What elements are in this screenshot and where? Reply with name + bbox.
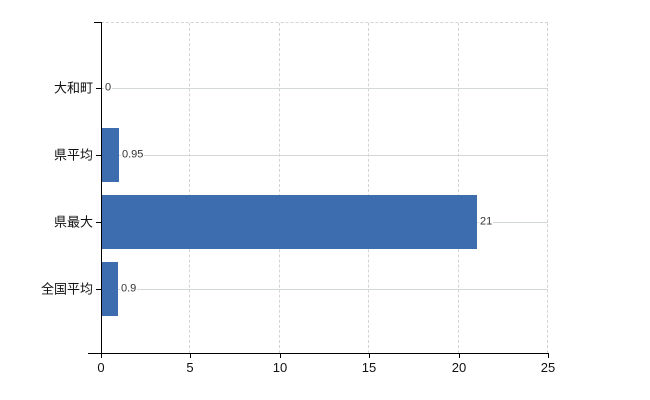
- h-gridline: [102, 289, 548, 290]
- y-axis-tick: [96, 88, 101, 89]
- x-axis-line: [88, 353, 548, 354]
- value-label: 0.95: [121, 148, 145, 161]
- value-label: 21: [479, 215, 494, 228]
- y-axis-top-cap: [94, 22, 101, 23]
- v-gridline: [279, 23, 280, 353]
- v-gridline: [368, 23, 369, 353]
- x-tick-label: 20: [451, 360, 467, 375]
- bar: [102, 128, 119, 182]
- y-axis-tick: [96, 155, 101, 156]
- x-tick-label: 5: [186, 360, 194, 375]
- value-label: 0.9: [120, 282, 138, 295]
- y-axis-tick: [96, 289, 101, 290]
- category-label: 県最大: [53, 214, 93, 230]
- x-axis-tick: [190, 353, 191, 358]
- category-label: 大和町: [53, 80, 93, 96]
- x-tick-label: 15: [361, 360, 377, 375]
- plot-top-border: [101, 22, 548, 23]
- category-label: 全国平均: [40, 281, 93, 297]
- x-tick-label: 25: [540, 360, 556, 375]
- y-axis-line: [101, 22, 102, 353]
- v-gridline: [547, 23, 548, 353]
- x-axis-tick: [548, 353, 549, 358]
- x-tick-label: 0: [97, 360, 105, 375]
- h-gridline: [102, 155, 548, 156]
- v-gridline: [189, 23, 190, 353]
- h-gridline: [102, 88, 548, 89]
- bar: [102, 195, 477, 249]
- y-axis-tick: [96, 222, 101, 223]
- v-gridline: [458, 23, 459, 353]
- x-axis-tick: [459, 353, 460, 358]
- x-tick-label: 10: [272, 360, 288, 375]
- x-axis-tick: [369, 353, 370, 358]
- value-label: 0: [104, 81, 113, 94]
- x-axis-tick: [280, 353, 281, 358]
- category-label: 県平均: [53, 147, 93, 163]
- bar: [102, 262, 118, 316]
- x-axis-tick: [101, 353, 102, 358]
